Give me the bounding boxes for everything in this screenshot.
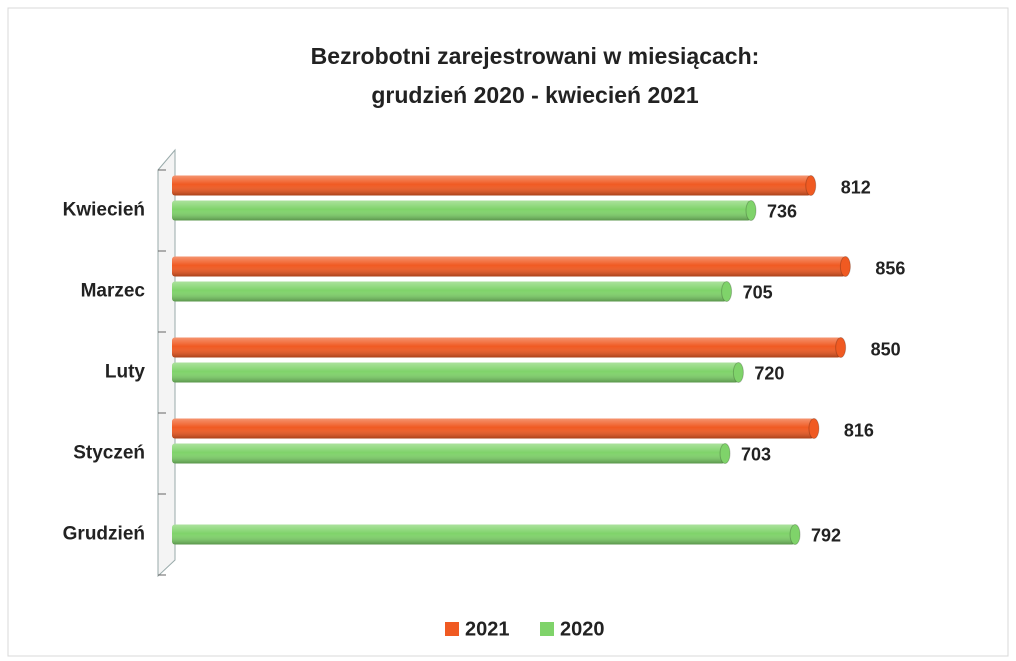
bar-shade (172, 418, 814, 439)
bar-shade (172, 337, 841, 358)
chart-title: Bezrobotni zarejestrowani w miesiącach: (311, 43, 760, 69)
bar-cap (789, 524, 801, 545)
axis-wall (157, 148, 176, 578)
value-label: 812 (841, 177, 871, 197)
bar-shade (172, 524, 796, 545)
y-tick-label: Luty (105, 362, 146, 383)
value-label: 850 (871, 339, 901, 359)
bar-cap (835, 337, 847, 358)
bar-shade (172, 175, 811, 196)
value-label: 705 (743, 282, 773, 302)
chart-frame (7, 7, 1009, 657)
legend-swatch (445, 622, 459, 636)
value-label: 792 (811, 525, 841, 545)
y-tick-label: Grudzień (63, 524, 145, 545)
bar-cap (805, 175, 817, 196)
legend-label: 2020 (560, 618, 605, 640)
chart-title: grudzień 2020 - kwiecień 2021 (371, 82, 698, 108)
value-label: 816 (844, 420, 874, 440)
bar-shade (172, 362, 739, 383)
value-label: 720 (754, 363, 784, 383)
value-label: 856 (875, 258, 905, 278)
legend-swatch (540, 622, 554, 636)
y-tick-label: Kwiecień (63, 200, 145, 221)
bar-shade (172, 200, 751, 221)
bar-shade (172, 256, 846, 277)
bar-cap (839, 256, 851, 277)
bar-cap (719, 443, 731, 464)
bar-cap (721, 281, 733, 302)
bar-cap (808, 418, 820, 439)
y-tick-label: Styczeń (73, 443, 145, 464)
legend-label: 2021 (465, 618, 510, 640)
bar-cap (745, 200, 757, 221)
bar-cap (732, 362, 744, 383)
y-tick-label: Marzec (81, 281, 146, 302)
bar-shade (172, 281, 727, 302)
bar-shade (172, 443, 726, 464)
value-label: 703 (741, 444, 771, 464)
value-label: 736 (767, 201, 797, 221)
